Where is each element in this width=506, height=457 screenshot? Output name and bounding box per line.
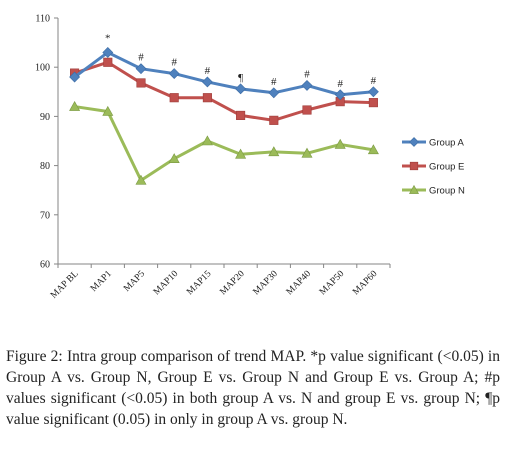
x-tick-label: MAP50 xyxy=(318,269,347,298)
y-tick-label: 70 xyxy=(40,210,50,221)
data-point xyxy=(302,105,312,115)
data-point xyxy=(334,138,346,149)
data-point xyxy=(269,115,279,125)
legend-item: Group N xyxy=(402,184,465,197)
y-tick-label: 60 xyxy=(40,260,50,271)
caption-label: Figure 2: xyxy=(6,348,63,365)
y-tick-label: 90 xyxy=(40,112,50,123)
legend-label: Group A xyxy=(429,138,465,149)
significance-mark: * xyxy=(105,32,111,44)
data-point xyxy=(235,83,247,95)
x-tick-label: MAP BL xyxy=(49,269,81,301)
y-tick-label: 110 xyxy=(35,14,50,25)
series-lines xyxy=(69,47,379,185)
y-tick-label: 80 xyxy=(40,161,50,172)
data-point xyxy=(201,135,213,146)
x-tick-label: MAP10 xyxy=(152,269,181,298)
data-point xyxy=(409,161,419,171)
x-tick-label: MAP40 xyxy=(285,269,314,298)
data-point xyxy=(103,57,113,67)
significance-mark: # xyxy=(337,78,343,90)
series-line xyxy=(74,60,374,122)
axes xyxy=(54,17,391,268)
data-point xyxy=(301,147,313,158)
data-point xyxy=(69,100,81,111)
legend-label: Group N xyxy=(429,186,465,197)
x-tick-labels: MAP BL MAP1 MAP5 MAP10 MAP15 MAP20 MAP30 MAP40 M… xyxy=(49,269,380,301)
x-tick-label: MAP60 xyxy=(351,269,380,298)
x-tick-label: MAP15 xyxy=(185,269,214,298)
data-point xyxy=(408,184,420,194)
data-point xyxy=(102,105,114,116)
data-point xyxy=(168,153,180,164)
y-tick-label: 100 xyxy=(35,63,50,74)
x-tick-label: MAP30 xyxy=(252,269,281,298)
data-point xyxy=(367,86,379,98)
data-point xyxy=(235,148,247,159)
data-point xyxy=(102,47,114,58)
significance-mark: # xyxy=(304,68,310,80)
significance-mark: # xyxy=(271,76,277,88)
series-group-n xyxy=(69,100,379,185)
x-tick-label: MAP20 xyxy=(218,269,247,298)
data-point xyxy=(268,87,280,99)
data-point xyxy=(201,76,213,88)
series-line xyxy=(74,105,374,182)
legend-item: Group E xyxy=(402,162,464,173)
data-point xyxy=(367,144,379,155)
legend-item: Group A xyxy=(402,137,465,149)
series-line xyxy=(73,50,374,97)
significance-mark: # xyxy=(205,65,211,77)
data-point xyxy=(334,89,346,101)
data-point xyxy=(301,79,313,91)
data-point xyxy=(368,98,378,108)
x-tick-label: MAP1 xyxy=(89,269,114,294)
data-point xyxy=(202,93,212,103)
data-point xyxy=(268,146,280,157)
data-point xyxy=(409,137,419,147)
caption-text: Intra group comparison of trend MAP. *p … xyxy=(6,348,500,428)
data-point xyxy=(168,68,180,80)
y-tick-labels: 60 70 80 90 100 110 xyxy=(35,14,50,271)
significance-mark: # xyxy=(138,52,144,64)
data-point xyxy=(236,110,246,120)
significance-annotations: * # # # ¶ # # # # xyxy=(105,32,377,89)
legend-label: Group E xyxy=(429,162,464,173)
significance-mark: # xyxy=(371,75,377,87)
significance-mark: ¶ xyxy=(238,72,243,84)
data-point xyxy=(69,71,81,83)
figure-caption: Figure 2: Intra group comparison of tren… xyxy=(6,346,500,430)
data-point xyxy=(135,174,147,185)
legend: Group A Group E Group N xyxy=(402,137,465,197)
data-point xyxy=(135,63,147,75)
data-point xyxy=(136,78,146,88)
data-point xyxy=(169,93,179,103)
series-group-a xyxy=(69,47,379,101)
significance-mark: # xyxy=(171,57,177,69)
chart-area: 60 70 80 90 100 110 MAP BL MAP1 MAP5 MAP10 MAP15 M… xyxy=(35,14,465,301)
x-tick-label: MAP5 xyxy=(122,269,147,294)
